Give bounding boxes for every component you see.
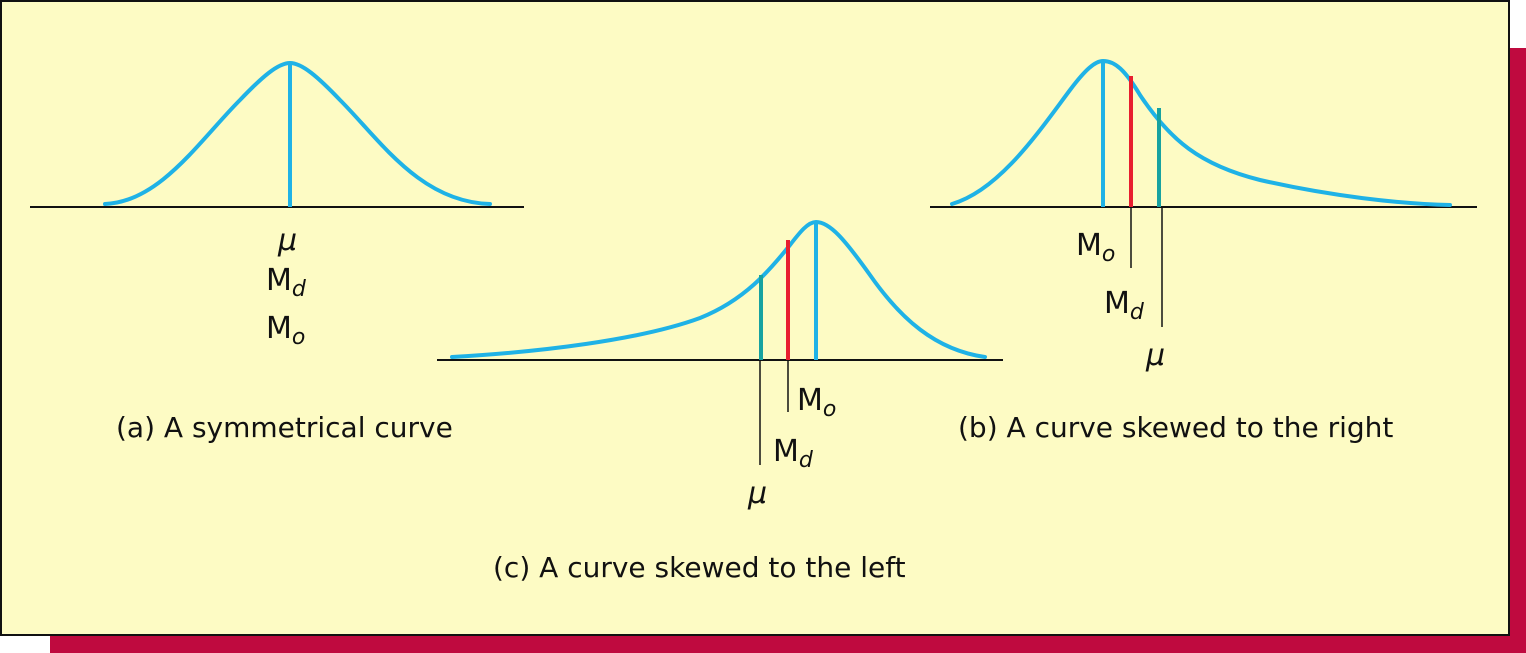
- panel-c-mu-label: μ: [747, 476, 767, 511]
- panel-b-right-skewed: Mo Md μ (b) A curve skewed to the right: [930, 58, 1477, 444]
- panel-a-md-label: Md: [266, 263, 307, 302]
- panel-a-mo-label: Mo: [266, 311, 305, 350]
- panel-c-curve: [450, 219, 987, 359]
- panel-b-mo-label: Mo: [1076, 228, 1115, 267]
- panel-b-curve: [950, 58, 1452, 207]
- panel-a-curve: [103, 60, 492, 206]
- panel-c-mo-label: Mo: [797, 383, 836, 422]
- panel-c-left-skewed: Mo Md μ (c) A curve skewed to the left: [437, 219, 1003, 584]
- panel-a-mu-label: μ: [277, 223, 297, 258]
- panel-c-md-label: Md: [773, 434, 814, 473]
- panel-b-mu-label: μ: [1145, 338, 1165, 373]
- diagram-panel: [0, 0, 1510, 636]
- panel-b-caption: (b) A curve skewed to the right: [958, 411, 1393, 444]
- panel-a-symmetrical: μ Md Mo (a) A symmetrical curve: [30, 60, 524, 444]
- panel-a-caption: (a) A symmetrical curve: [116, 411, 453, 444]
- panel-b-md-label: Md: [1104, 286, 1145, 325]
- panel-c-caption: (c) A curve skewed to the left: [493, 551, 906, 584]
